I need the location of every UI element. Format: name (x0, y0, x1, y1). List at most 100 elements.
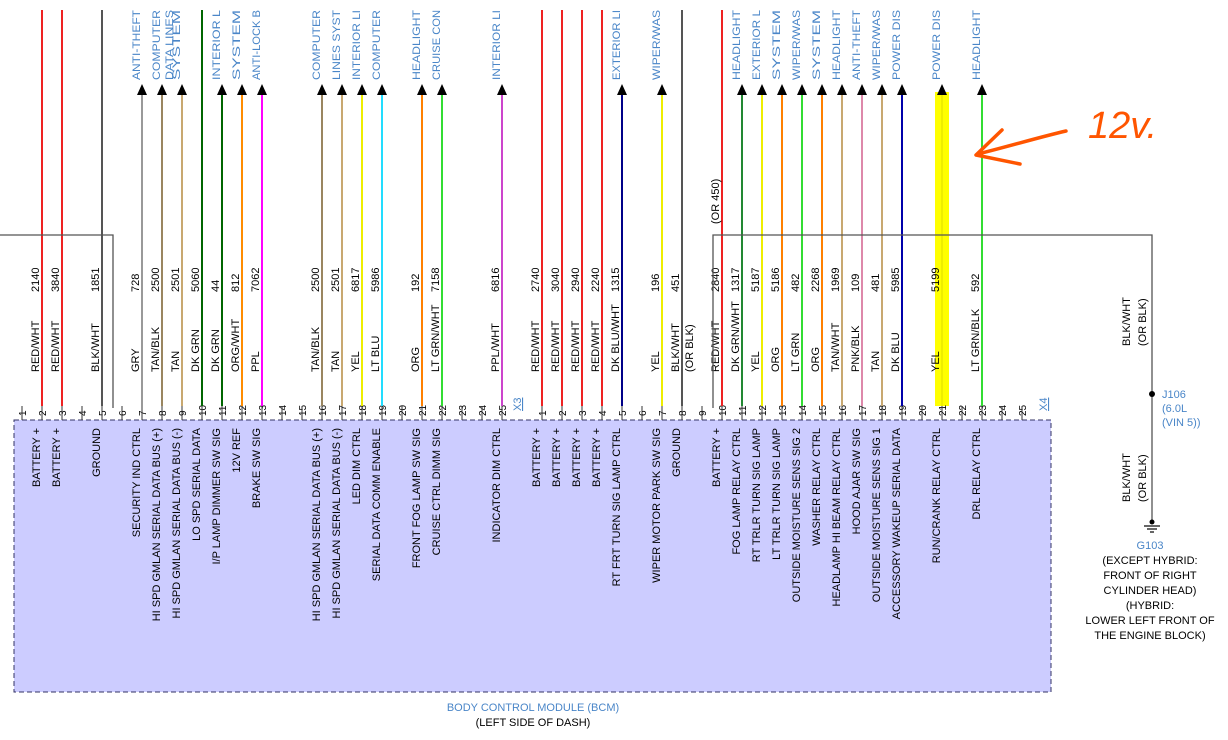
wire-color: DK GRN/WHT (730, 301, 742, 372)
connector-x3-link[interactable]: X3 (512, 398, 524, 411)
signal-name: RUN/CRANK RELAY CTRL (931, 428, 943, 563)
ground-wire-bot-color: BLK/WHT (1121, 453, 1133, 502)
signal-name: HI SPD GMLAN SERIAL DATA BUS (-) (171, 428, 183, 619)
destination-label[interactable]: ANTI-THEFT (851, 10, 863, 80)
signal-name: HEADLAMP HI BEAM RELAY CTRL (831, 428, 843, 607)
pin-number: 17 (338, 404, 349, 416)
signal-name: BATTERY + (591, 428, 603, 487)
pin-number: 24 (998, 404, 1009, 416)
hand-arrow-annotation: 12v. (974, 105, 1157, 166)
wire-pin-x3-8: 8 COMPUTER DATA LINES TAN/BLK 2500 HI SPD GML… (150, 10, 176, 621)
signal-name: OUTSIDE MOISTURE SENS SIG 2 (791, 428, 803, 602)
destination-label[interactable]: HEADLIGHT (411, 10, 423, 80)
arrow-up-icon (377, 84, 387, 95)
pin-number: 9 (178, 410, 189, 416)
wire-color: TAN/BLK (310, 326, 322, 372)
destination-label[interactable]: INTERIOR LI (491, 10, 503, 80)
circuit-number: 1851 (90, 268, 102, 292)
module-name: BODY CONTROL MODULE (BCM) (447, 702, 619, 714)
wire-color: RED/WHT (590, 320, 602, 372)
pin-number: 21 (938, 404, 949, 416)
wire-pin-x4-17: 17 ANTI-THEFT PNK/BLK 109 HOOD AJAR SW SIG (850, 10, 869, 535)
signal-name: INDICATOR DIM CTRL (491, 428, 503, 543)
destination-label[interactable]: WIPER/WAS (791, 10, 803, 80)
wire-pin-x4-14: 14 WIPER/WAS LT GRN 482 OUTSIDE MOISTURE SEN… (790, 10, 809, 602)
signal-name: ACCESSORY WAKEUP SERIAL DATA (891, 427, 903, 619)
arrow-up-icon (177, 84, 187, 95)
destination-label[interactable]: INTERIOR L (211, 10, 223, 80)
circuit-number: 1317 (730, 268, 742, 292)
wire-pin-x3-14: 14 (278, 404, 289, 420)
destination-label[interactable]: WIPER/WAS (651, 10, 663, 80)
destination-label[interactable]: HEADLIGHT (831, 10, 843, 80)
signal-name: WIPER MOTOR PARK SW SIG (651, 428, 663, 583)
destination-label[interactable]: INTERIOR LI (351, 10, 363, 80)
wire-color: PPL (250, 351, 262, 372)
circuit-number: 728 (130, 274, 142, 292)
circuit-number: 5985 (890, 268, 902, 292)
signal-name: 12V REF (231, 428, 243, 473)
destination-label[interactable]: SYSTEM (171, 10, 183, 80)
wire-pin-x3-21: 21 HEADLIGHT ORG 192 FRONT FOG LAMP SW SIG (410, 10, 429, 568)
signal-name: LT TRLR TURN SIG LAMP (771, 428, 783, 560)
destination-label[interactable]: COMPUTER (311, 10, 323, 80)
wire-pin-x4-20: 20 (918, 404, 929, 420)
pin-number: 17 (858, 404, 869, 416)
pin-number: 14 (278, 404, 289, 416)
wire-pin-x4-4: 4 RED/WHT 2240 BATTERY + (590, 10, 609, 487)
arrow-up-icon (417, 84, 427, 95)
wire-pin-x4-24: 24 (998, 404, 1009, 420)
destination-label[interactable]: POWER DIS (931, 10, 943, 80)
destination-label[interactable]: WIPER/WAS (871, 10, 883, 80)
circuit-number-alt: (OR 450) (710, 179, 722, 224)
wire-color: ORG (810, 347, 822, 372)
destination-label[interactable]: ANTI-THEFT (131, 10, 143, 80)
arrow-up-icon (817, 84, 827, 95)
wire-pin-x3-10: 10 DK GRN 5060 LO SPD SERIAL DATA (190, 10, 209, 541)
wire-pin-x4-16: 16 HEADLIGHT TAN/WHT 1969 HEADLAMP HI BEAM R… (830, 10, 849, 607)
wire-pin-x3-1: 1 (18, 406, 29, 420)
pin-number: 8 (678, 410, 689, 416)
circuit-number: 2740 (530, 268, 542, 292)
pin-number: 18 (358, 404, 369, 416)
arrow-up-icon (217, 84, 227, 95)
destination-label[interactable]: SYSTEM (811, 10, 823, 80)
pin-number: 19 (378, 404, 389, 416)
wire-color: TAN/BLK (150, 326, 162, 372)
wire-color: TAN (870, 351, 882, 372)
destination-label[interactable]: EXTERIOR LI (611, 10, 623, 80)
pin-number: 18 (878, 404, 889, 416)
destination-label[interactable]: ANTI-LOCK B (251, 10, 263, 80)
destination-label[interactable]: LINES SYST (331, 10, 343, 80)
destination-label[interactable]: POWER DIS (891, 10, 903, 80)
destination-label[interactable]: CRUISE CON (431, 10, 443, 80)
g103-note-line: (HYBRID: (1126, 600, 1174, 612)
circuit-number: 7158 (430, 268, 442, 292)
circuit-number: 7062 (250, 268, 262, 292)
wire-pin-x4-25: 25 (1018, 404, 1029, 420)
connector-x4-link[interactable]: X4 (1038, 398, 1050, 411)
destination-label[interactable]: EXTERIOR L (751, 10, 763, 80)
g103-note-line: LOWER LEFT FRONT OF (1085, 615, 1214, 627)
arrow-up-icon (657, 84, 667, 95)
destination-label[interactable]: SYSTEM (231, 10, 243, 80)
arrow-up-icon (777, 84, 787, 95)
wire-pin-x4-22: 22 (958, 404, 969, 420)
destination-label[interactable]: COMPUTER (371, 10, 383, 80)
signal-name: BRAKE SW SIG (251, 428, 263, 508)
circuit-number: 5187 (750, 268, 762, 292)
wire-pin-x3-7: 7 ANTI-THEFT GRY 728 SECURITY IND CTRL (130, 10, 149, 537)
circuit-number: 2268 (810, 268, 822, 292)
destination-label[interactable]: SYSTEM (771, 10, 783, 80)
wire-color: DK GRN (190, 329, 202, 372)
arrow-up-icon (837, 84, 847, 95)
destination-label[interactable]: DATA LINES (164, 10, 176, 80)
destination-label[interactable]: COMPUTER (151, 10, 163, 80)
pin-number: 11 (738, 405, 749, 416)
destination-label[interactable]: HEADLIGHT (731, 10, 743, 80)
wire-color: BLK/WHT (90, 323, 102, 372)
destination-label[interactable]: HEADLIGHT (971, 10, 983, 80)
ground-wire-bot-alt: (OR BLK) (1137, 454, 1149, 502)
wire-color: RED/WHT (710, 320, 722, 372)
wire-pin-x3-23: 23 (458, 404, 469, 420)
